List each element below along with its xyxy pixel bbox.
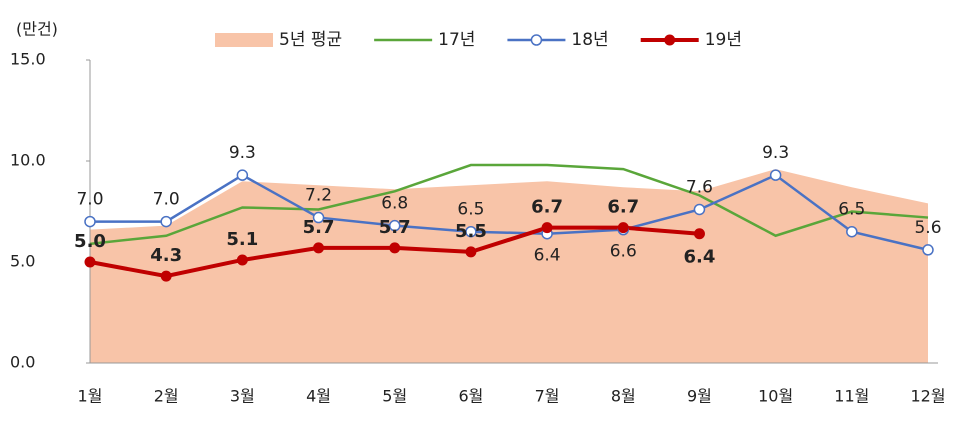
data-label: 6.4 xyxy=(684,247,716,268)
legend-marker xyxy=(530,34,543,46)
y-tick-label: 15.0 xyxy=(10,50,46,69)
data-label: 5.0 xyxy=(74,231,106,252)
data-label: 7.2 xyxy=(305,186,332,206)
data-label: 5.1 xyxy=(226,229,258,250)
data-label: 7.0 xyxy=(76,190,103,210)
data-label: 6.5 xyxy=(838,200,865,220)
legend-label: 5년 평균 xyxy=(279,30,342,50)
data-label: 6.7 xyxy=(607,197,639,218)
y-tick-label: 0.0 xyxy=(10,353,35,372)
data-label: 6.6 xyxy=(610,242,637,262)
marker xyxy=(465,246,477,258)
marker xyxy=(846,225,858,238)
area xyxy=(90,169,928,363)
marker xyxy=(465,225,477,238)
x-tick-label: 3월 xyxy=(230,387,255,406)
x-tick-label: 12월 xyxy=(910,387,945,406)
data-label: 5.5 xyxy=(455,221,487,242)
legend-swatch xyxy=(215,33,273,47)
x-tick-label: 11월 xyxy=(834,387,869,406)
x-tick-label: 8월 xyxy=(611,387,636,406)
x-tick-label: 9월 xyxy=(687,387,712,406)
x-tick-label: 2월 xyxy=(154,387,179,406)
marker xyxy=(236,169,249,181)
line xyxy=(90,173,929,252)
data-label: 5.7 xyxy=(303,217,335,238)
marker xyxy=(160,215,172,228)
data-label: 7.6 xyxy=(686,177,713,197)
marker xyxy=(313,242,325,254)
data-label: 5.6 xyxy=(914,218,941,238)
marker xyxy=(693,203,706,216)
marker xyxy=(922,244,934,256)
marker xyxy=(84,215,96,228)
data-label: 6.7 xyxy=(531,197,563,218)
marker xyxy=(236,254,248,266)
legend-label: 19년 xyxy=(705,30,742,50)
marker xyxy=(389,242,401,254)
legend-marker xyxy=(664,34,676,46)
data-label: 6.4 xyxy=(534,246,561,266)
data-label: 5.7 xyxy=(379,217,411,238)
y-tick-label: 5.0 xyxy=(10,252,35,271)
marker xyxy=(693,228,705,240)
marker xyxy=(617,222,629,234)
y-axis-unit: (만건) xyxy=(16,20,58,39)
marker xyxy=(388,219,401,232)
line xyxy=(89,163,929,246)
x-tick-label: 5월 xyxy=(382,387,407,406)
x-tick-label: 10월 xyxy=(758,387,793,406)
marker xyxy=(84,256,96,268)
x-tick-label: 4월 xyxy=(306,387,331,406)
y-tick-label: 10.0 xyxy=(10,151,46,170)
marker xyxy=(160,270,172,282)
data-label: 7.0 xyxy=(153,190,180,210)
marker xyxy=(541,222,553,234)
data-label: 6.5 xyxy=(457,200,484,220)
x-tick-label: 1월 xyxy=(78,387,103,406)
data-label: 9.3 xyxy=(229,143,256,163)
marker xyxy=(312,211,325,224)
legend-label: 18년 xyxy=(571,30,608,50)
data-label: 4.3 xyxy=(150,245,182,266)
data-label: 9.3 xyxy=(762,143,789,163)
x-tick-label: 7월 xyxy=(535,387,560,406)
data-label: 6.8 xyxy=(381,194,408,214)
marker xyxy=(769,169,782,181)
x-tick-label: 6월 xyxy=(458,387,483,406)
legend-label: 17년 xyxy=(438,30,475,50)
